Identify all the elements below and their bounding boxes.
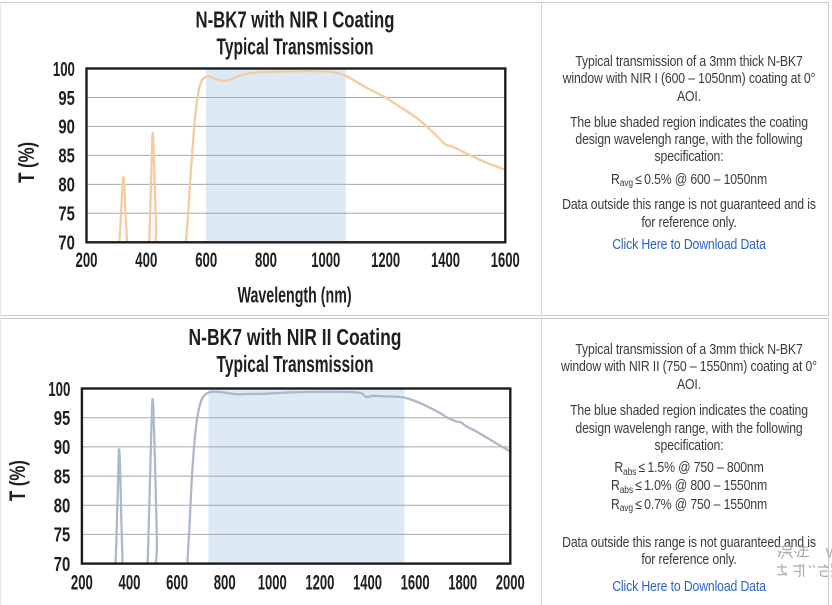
svg-text:95: 95 bbox=[54, 408, 71, 430]
svg-text:85: 85 bbox=[54, 466, 71, 488]
svg-text:600: 600 bbox=[166, 570, 188, 594]
svg-text:80: 80 bbox=[54, 496, 71, 518]
svg-text:1400: 1400 bbox=[431, 248, 460, 272]
svg-text:Typical Transmission: Typical Transmission bbox=[217, 34, 374, 60]
svg-text:1400: 1400 bbox=[353, 570, 382, 594]
svg-text:95: 95 bbox=[58, 88, 75, 110]
svg-text:1600: 1600 bbox=[401, 570, 430, 594]
svg-text:1000: 1000 bbox=[258, 570, 287, 594]
svg-text:N-BK7 with NIR II Coating: N-BK7 with NIR II Coating bbox=[189, 324, 402, 350]
svg-text:1000: 1000 bbox=[311, 248, 340, 272]
svg-text:1200: 1200 bbox=[305, 570, 334, 594]
svg-text:1800: 1800 bbox=[448, 570, 477, 594]
svg-text:1200: 1200 bbox=[371, 248, 400, 272]
svg-text:75: 75 bbox=[54, 525, 71, 547]
svg-text:80: 80 bbox=[58, 175, 75, 197]
svg-text:W: W bbox=[826, 545, 832, 562]
svg-text:600: 600 bbox=[195, 248, 217, 272]
svg-text:T (%): T (%) bbox=[5, 460, 30, 501]
svg-text:70: 70 bbox=[58, 233, 75, 255]
svg-text:2000: 2000 bbox=[496, 570, 525, 594]
svg-text:200: 200 bbox=[71, 570, 93, 594]
svg-text:400: 400 bbox=[119, 570, 141, 594]
svg-text:800: 800 bbox=[255, 248, 277, 272]
svg-text:90: 90 bbox=[58, 117, 75, 139]
svg-text:100: 100 bbox=[48, 379, 70, 401]
svg-text:Wavelength (nm): Wavelength (nm) bbox=[238, 283, 352, 308]
svg-text:Typical Transmission: Typical Transmission bbox=[217, 351, 374, 377]
svg-text:T (%): T (%) bbox=[14, 142, 39, 183]
svg-text:90: 90 bbox=[54, 437, 71, 459]
svg-text:75: 75 bbox=[58, 204, 75, 226]
svg-text:85: 85 bbox=[58, 146, 75, 168]
svg-text:70: 70 bbox=[54, 554, 71, 576]
svg-text:800: 800 bbox=[214, 570, 236, 594]
svg-text:100: 100 bbox=[53, 59, 75, 81]
svg-text:200: 200 bbox=[76, 248, 98, 272]
svg-text:400: 400 bbox=[135, 248, 157, 272]
svg-text:1600: 1600 bbox=[491, 248, 520, 272]
svg-text:N-BK7 with NIR I Coating: N-BK7 with NIR I Coating bbox=[196, 7, 395, 33]
